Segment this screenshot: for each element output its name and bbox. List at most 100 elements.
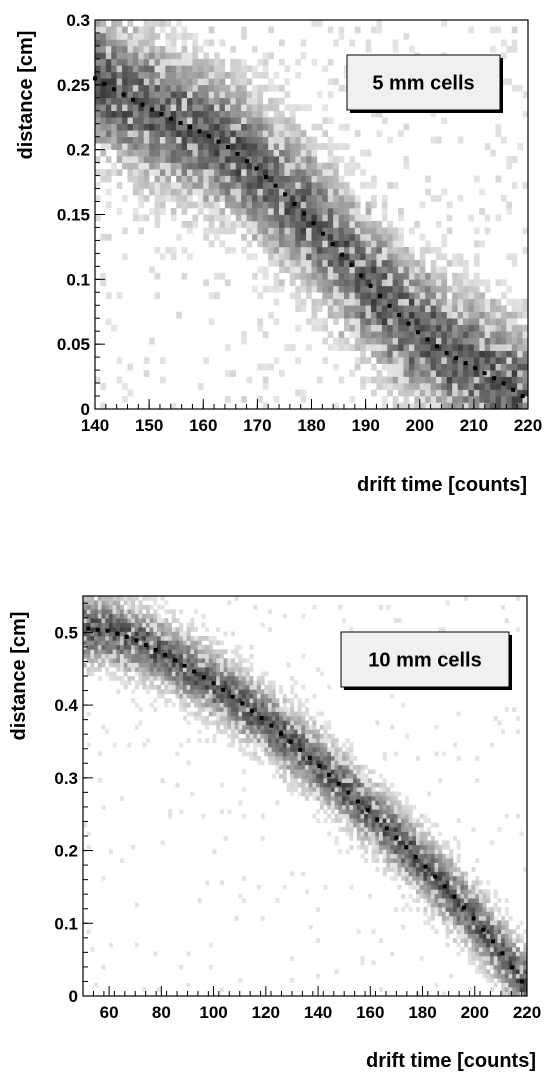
heatmap-cell xyxy=(83,631,87,637)
heatmap-cell xyxy=(342,756,346,761)
heatmap-cell xyxy=(305,747,309,752)
heatmap-cell xyxy=(175,649,180,655)
heatmap-cell xyxy=(323,769,328,775)
heatmap-cell xyxy=(445,889,450,895)
heatmap-cell xyxy=(122,32,128,40)
heatmap-cell xyxy=(414,285,421,293)
heatmap-cell xyxy=(241,162,247,170)
heatmap-cell xyxy=(268,214,274,222)
fit-point xyxy=(454,356,459,361)
heatmap-cell xyxy=(273,285,280,293)
heatmap-cell xyxy=(257,201,264,209)
heatmap-cell xyxy=(452,285,458,293)
heatmap-cell xyxy=(398,259,404,267)
heatmap-cell xyxy=(319,756,324,761)
heatmap-cell xyxy=(327,246,334,254)
heatmap-cell xyxy=(97,596,102,601)
heatmap-cell xyxy=(300,143,307,150)
heatmap-cell xyxy=(160,604,165,610)
heatmap-cell xyxy=(354,331,361,338)
heatmap-cell xyxy=(268,609,272,615)
heatmap-cell xyxy=(379,787,383,792)
heatmap-cell xyxy=(112,640,117,646)
fit-point xyxy=(416,330,421,335)
heatmap-cell xyxy=(367,822,372,828)
heatmap-cell xyxy=(175,667,180,672)
heatmap-cell xyxy=(149,65,155,73)
heatmap-cell xyxy=(449,929,454,935)
heatmap-cell xyxy=(95,32,101,40)
heatmap-cell xyxy=(408,45,415,53)
heatmap-cell xyxy=(452,396,458,403)
heatmap-cell xyxy=(194,680,198,686)
fit-point xyxy=(240,701,245,706)
heatmap-cell xyxy=(300,279,307,287)
heatmap-cell xyxy=(168,689,173,695)
heatmap-cell xyxy=(145,662,150,668)
heatmap-cell xyxy=(425,292,431,300)
heatmap-cell xyxy=(349,331,356,338)
heatmap-cell xyxy=(441,902,446,908)
heatmap-cell xyxy=(365,149,372,157)
heatmap-cell xyxy=(457,324,464,332)
heatmap-cell xyxy=(143,71,150,79)
heatmap-cell xyxy=(408,324,415,332)
heatmap-cell xyxy=(398,357,404,364)
heatmap-cell xyxy=(401,809,406,815)
fit-point xyxy=(452,894,457,899)
heatmap-cell xyxy=(203,91,209,99)
heatmap-cell xyxy=(408,363,415,371)
heatmap-cell xyxy=(423,920,428,926)
heatmap-cell xyxy=(234,707,239,712)
heatmap-cell xyxy=(316,809,321,815)
heatmap-cell xyxy=(122,45,128,53)
heatmap-cell xyxy=(260,707,265,712)
heatmap-cell xyxy=(268,175,274,183)
heatmap-cell xyxy=(251,182,258,189)
heatmap-cell xyxy=(430,902,435,908)
heatmap-cell xyxy=(197,707,202,712)
heatmap-cell xyxy=(241,156,247,163)
heatmap-cell xyxy=(223,707,228,712)
heatmap-cell xyxy=(212,676,217,681)
legend-frame xyxy=(346,54,501,111)
heatmap-cell xyxy=(495,26,502,34)
heatmap-cell xyxy=(398,298,404,306)
heatmap-cell xyxy=(425,311,431,319)
x-tick-label: 210 xyxy=(460,416,488,435)
heatmap-cell xyxy=(94,636,99,641)
heatmap-cell xyxy=(457,292,464,300)
heatmap-cell xyxy=(219,693,224,699)
heatmap-cell xyxy=(423,849,428,855)
heatmap-cell xyxy=(275,716,280,721)
heatmap-cell xyxy=(212,702,217,708)
heatmap-cell xyxy=(471,884,476,890)
heatmap-cell xyxy=(446,331,453,338)
heatmap-cell xyxy=(235,71,242,79)
heatmap-cell xyxy=(245,729,250,735)
heatmap-cell xyxy=(500,357,507,364)
heatmap-cell xyxy=(495,175,502,183)
heatmap-cell xyxy=(273,188,280,196)
heatmap-cell xyxy=(241,175,247,183)
heatmap-cell xyxy=(214,104,220,112)
heatmap-cell xyxy=(386,867,391,872)
heatmap-cell xyxy=(308,787,313,792)
heatmap-cell xyxy=(127,71,134,79)
heatmap-cell xyxy=(333,233,339,241)
heatmap-cell xyxy=(517,331,523,338)
heatmap-cell xyxy=(246,195,253,202)
heatmap-cell xyxy=(246,65,253,73)
heatmap-cell xyxy=(430,849,435,855)
heatmap-cell xyxy=(354,298,361,306)
heatmap-cell xyxy=(334,769,339,775)
heatmap-cell xyxy=(142,644,147,650)
heatmap-cell xyxy=(284,91,291,99)
heatmap-cell xyxy=(197,667,202,672)
heatmap-cell xyxy=(203,156,209,163)
heatmap-cell xyxy=(290,676,295,681)
heatmap-cell xyxy=(197,58,204,66)
heatmap-cell xyxy=(208,26,215,34)
heatmap-cell xyxy=(511,259,518,267)
heatmap-cell xyxy=(501,973,506,979)
